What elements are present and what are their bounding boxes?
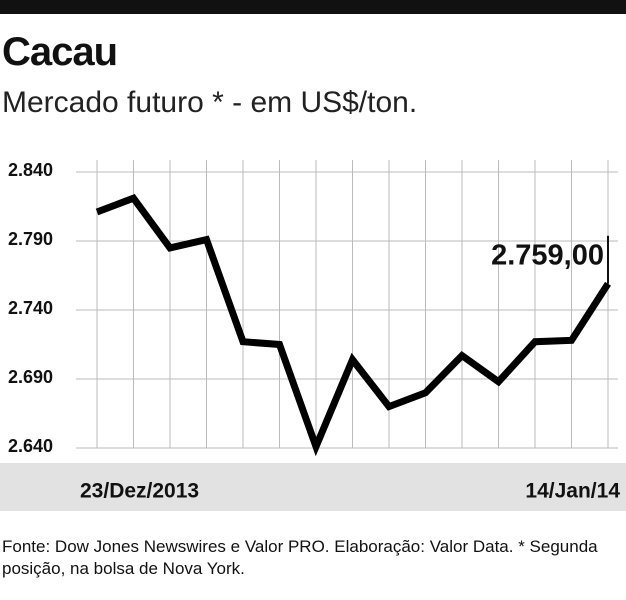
value-label: 2.759,00 (491, 239, 604, 271)
chart-subtitle: Mercado futuro * - em US$/ton. (2, 86, 418, 119)
x-tick-label: 14/Jan/14 (525, 480, 620, 503)
chart: 2.640 2.690 2.740 2.790 2.840 23/Dez/2013 14/J… (0, 160, 626, 511)
top-bar (0, 0, 626, 14)
y-tick-label: 2.840 (8, 160, 53, 180)
line-series (95, 194, 611, 457)
y-tick-label: 2.790 (8, 229, 53, 249)
y-tick-label: 2.640 (8, 436, 53, 456)
x-tick-label: 23/Dez/2013 (80, 480, 199, 503)
y-tick-label: 2.740 (8, 298, 53, 318)
x-axis-band (0, 463, 626, 511)
y-tick-label: 2.690 (8, 367, 53, 387)
source-note: Fonte: Dow Jones Newswires e Valor PRO. … (2, 537, 598, 578)
chart-title: Cacau (2, 30, 118, 74)
